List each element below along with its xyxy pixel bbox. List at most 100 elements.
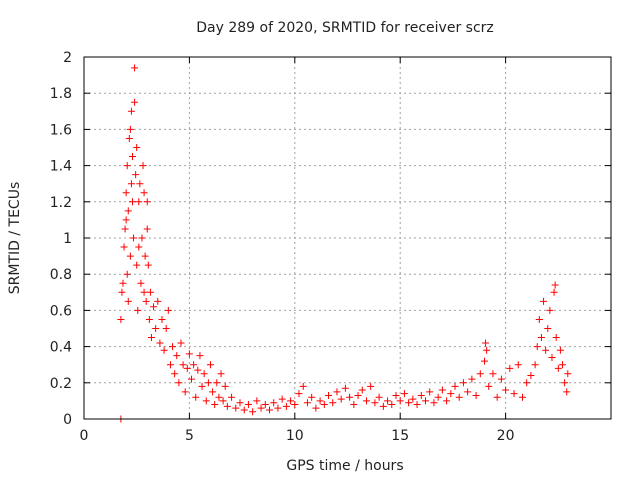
data-point bbox=[185, 350, 193, 358]
data-point bbox=[183, 364, 191, 372]
data-point bbox=[564, 370, 572, 378]
data-point bbox=[209, 388, 217, 396]
data-point bbox=[329, 399, 337, 407]
data-point bbox=[117, 315, 125, 323]
data-point bbox=[122, 189, 130, 197]
data-point bbox=[518, 393, 526, 401]
data-point bbox=[136, 180, 144, 188]
data-point bbox=[563, 388, 571, 396]
data-point bbox=[379, 402, 387, 410]
data-point bbox=[447, 390, 455, 398]
data-point bbox=[196, 352, 204, 360]
data-point bbox=[162, 325, 170, 332]
data-point bbox=[554, 364, 562, 372]
data-point bbox=[497, 375, 505, 383]
data-point bbox=[514, 361, 522, 369]
data-point bbox=[131, 64, 139, 72]
data-point bbox=[228, 393, 236, 401]
y-tick-label: 1.2 bbox=[50, 195, 72, 211]
data-point bbox=[156, 339, 164, 347]
data-point bbox=[561, 379, 569, 387]
data-point bbox=[421, 397, 429, 405]
data-point bbox=[559, 361, 567, 369]
data-points bbox=[117, 64, 572, 423]
data-point bbox=[537, 334, 545, 342]
data-point bbox=[173, 352, 181, 360]
data-point bbox=[303, 399, 311, 407]
data-point bbox=[502, 386, 510, 394]
data-point bbox=[122, 216, 130, 224]
data-point bbox=[312, 404, 320, 412]
data-point bbox=[493, 393, 501, 401]
data-point bbox=[134, 306, 142, 314]
data-point bbox=[154, 297, 162, 305]
x-ticks: 0 5 10 15 20 bbox=[80, 57, 515, 444]
data-point bbox=[527, 372, 535, 380]
data-point bbox=[546, 306, 554, 314]
data-point bbox=[143, 225, 151, 233]
data-point bbox=[291, 401, 299, 409]
data-point bbox=[124, 297, 132, 305]
data-point bbox=[160, 346, 168, 354]
data-point bbox=[204, 379, 212, 387]
data-point bbox=[476, 370, 484, 378]
data-point bbox=[147, 334, 155, 342]
data-point bbox=[548, 353, 556, 361]
data-point bbox=[409, 395, 417, 403]
data-point bbox=[443, 397, 451, 405]
data-point bbox=[299, 382, 307, 390]
data-point bbox=[551, 281, 559, 289]
data-point bbox=[211, 401, 219, 409]
data-point bbox=[126, 252, 134, 260]
y-tick-label: 0.2 bbox=[50, 376, 72, 392]
data-point bbox=[142, 297, 150, 305]
data-point bbox=[194, 366, 202, 374]
data-point bbox=[213, 379, 221, 387]
x-tick-label: 0 bbox=[80, 428, 89, 444]
data-point bbox=[118, 288, 126, 296]
data-point bbox=[150, 303, 158, 311]
data-point bbox=[388, 401, 396, 409]
data-point bbox=[144, 261, 152, 269]
y-tick-label: 0.4 bbox=[50, 340, 72, 356]
data-point bbox=[544, 325, 552, 332]
data-point bbox=[510, 390, 518, 398]
data-point bbox=[130, 234, 138, 242]
y-tick-label: 1.8 bbox=[50, 86, 72, 102]
data-point bbox=[295, 390, 303, 398]
data-point bbox=[135, 198, 143, 206]
grid-lines bbox=[84, 57, 611, 419]
data-point bbox=[464, 388, 472, 396]
data-point bbox=[123, 270, 131, 278]
data-point bbox=[282, 402, 290, 410]
data-point bbox=[257, 404, 265, 412]
data-point bbox=[287, 397, 295, 405]
data-point bbox=[481, 357, 489, 365]
data-point bbox=[533, 343, 541, 351]
x-tick-label: 15 bbox=[391, 428, 409, 444]
data-point bbox=[140, 189, 148, 197]
data-point bbox=[127, 180, 135, 188]
data-point bbox=[350, 401, 358, 409]
data-point bbox=[249, 408, 257, 416]
data-point bbox=[128, 198, 136, 206]
data-point bbox=[485, 382, 493, 390]
data-point bbox=[206, 361, 214, 369]
data-point bbox=[232, 404, 240, 412]
data-point bbox=[384, 397, 392, 405]
data-point bbox=[139, 162, 147, 170]
data-point bbox=[143, 198, 151, 206]
data-point bbox=[166, 361, 174, 369]
data-point bbox=[472, 391, 480, 399]
data-point bbox=[341, 384, 349, 392]
data-point bbox=[506, 364, 514, 372]
data-point bbox=[198, 382, 206, 390]
data-point bbox=[320, 401, 328, 409]
data-point bbox=[215, 393, 223, 401]
data-point bbox=[133, 261, 141, 269]
data-point bbox=[542, 346, 550, 354]
data-point bbox=[392, 391, 400, 399]
data-point bbox=[459, 379, 467, 387]
data-point bbox=[417, 391, 425, 399]
